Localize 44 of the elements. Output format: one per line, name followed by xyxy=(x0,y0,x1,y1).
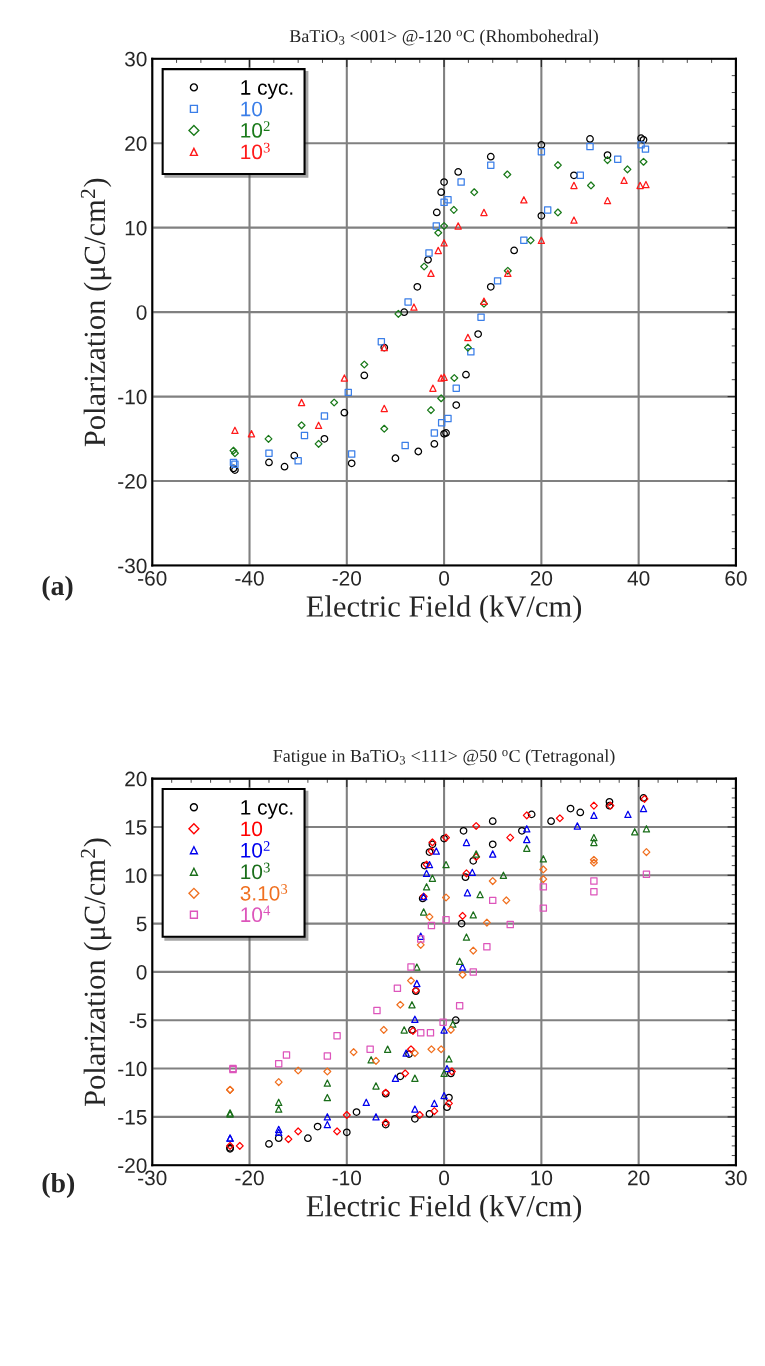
y-axis-title: Polarization (μC/cm$^{2}$) xyxy=(80,838,112,1107)
x-tick-label: -20 xyxy=(235,1170,264,1186)
x-tick-label: -40 xyxy=(235,570,264,586)
legend-label: 10$^{3}$ xyxy=(241,142,270,160)
y-tick-label: 20 xyxy=(125,136,147,151)
x-tick-label: 0 xyxy=(439,570,450,586)
x-tick-label: 40 xyxy=(627,570,650,586)
legend-label: 10$^{2}$ xyxy=(241,841,270,858)
y-tick-label: -5 xyxy=(129,1013,147,1028)
legend-label: 10$^{2}$ xyxy=(241,121,270,138)
x-tick-label: 10 xyxy=(531,1170,553,1186)
y-tick-label: 10 xyxy=(125,868,147,884)
x-tick-label: -10 xyxy=(332,1170,362,1186)
x-tick-label: 30 xyxy=(725,1170,747,1186)
legend-label: 10$^{3}$ xyxy=(241,862,270,880)
legend-label: 1 cyc. xyxy=(241,80,293,99)
y-tick-label: 10 xyxy=(125,220,147,236)
x-tick-label: 20 xyxy=(628,1170,650,1186)
x-axis-title: Electric Field (kV/cm) xyxy=(306,1195,582,1223)
text: (b) xyxy=(42,1172,75,1199)
y-tick-label: -15 xyxy=(118,1110,147,1125)
y-tick-label: 15 xyxy=(125,820,147,835)
x-tick-label: -20 xyxy=(332,570,362,586)
x-tick-label: 20 xyxy=(530,570,553,586)
x-axis-title: Electric Field (kV/cm) xyxy=(306,595,582,624)
y-tick-label: 5 xyxy=(136,916,147,932)
y-tick-label: 30 xyxy=(125,51,147,67)
legend-label: 3.10$^{3}$ xyxy=(240,884,288,901)
y-tick-label: -10 xyxy=(118,1061,147,1077)
y-tick-label: 0 xyxy=(136,964,147,980)
legend-label: 10$^{4}$ xyxy=(241,905,271,923)
x-tick-label: 60 xyxy=(725,570,747,586)
y-tick-label: 20 xyxy=(125,771,147,787)
y-axis-title: Polarization (μC/cm$^{2}$) xyxy=(80,178,112,447)
y-tick-label: -10 xyxy=(118,389,147,405)
chart-title: BaTiO$_{3}$ <001> @-120 $^{o}$C (Rhombohedral) xyxy=(289,29,598,46)
x-tick-label: 0 xyxy=(439,1170,450,1186)
text: (a) xyxy=(42,575,73,601)
y-tick-label: -20 xyxy=(118,474,147,489)
legend-label: 10 xyxy=(241,101,263,117)
y-tick-label: 0 xyxy=(136,305,147,320)
legend-label: 1 cyc. xyxy=(241,800,293,819)
chart-title: Fatigue in BaTiO$_{3}$ <111> @50 $^{o}$C (Tetragonal) xyxy=(273,749,615,766)
legend-label: 10 xyxy=(241,821,263,837)
